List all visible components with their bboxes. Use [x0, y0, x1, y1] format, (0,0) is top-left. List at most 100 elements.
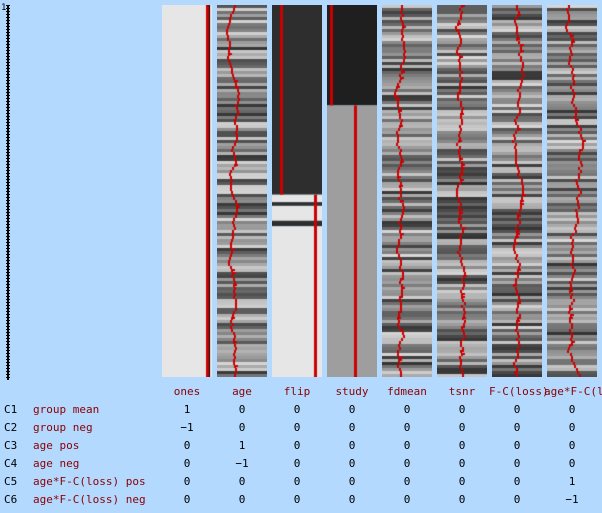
- contrast-weight: 0: [348, 403, 356, 416]
- axis-tick: [6, 185, 10, 186]
- axis-label: 1: [1, 3, 7, 13]
- axis-tick: [6, 20, 10, 21]
- contrast-weight: 0: [238, 475, 246, 488]
- axis-tick: [6, 368, 10, 369]
- axis-tick: [6, 299, 10, 300]
- axis-tick: [6, 161, 10, 162]
- axis-tick: [6, 236, 10, 237]
- contrast-weight: 0: [513, 439, 521, 452]
- contrast-weight: 0: [458, 457, 466, 470]
- axis-tick: [6, 71, 10, 72]
- axis-tick: [6, 197, 10, 198]
- axis-tick: [6, 128, 10, 129]
- contrast-weight: 0: [293, 439, 301, 452]
- axis-tick: [6, 116, 10, 117]
- axis-tick: [6, 221, 10, 222]
- design-column-image: [272, 5, 322, 377]
- axis-tick: [6, 104, 10, 105]
- axis-tick: [6, 86, 10, 87]
- axis-tick: [6, 65, 10, 66]
- design-column-age: [217, 5, 267, 377]
- axis-tick: [6, 122, 10, 123]
- contrast-weight: −1: [180, 421, 194, 434]
- contrast-label: group neg: [33, 421, 93, 434]
- contrast-weight: 0: [513, 493, 521, 506]
- axis-tick: [6, 152, 10, 153]
- axis-tick: [6, 110, 10, 111]
- contrast-weight: 0: [568, 403, 576, 416]
- axis-tick: [6, 188, 10, 189]
- axis-tick: [6, 17, 10, 18]
- axis-tick: [6, 209, 10, 210]
- axis-tick: [6, 323, 10, 324]
- axis-tick: [6, 32, 10, 33]
- axis-tick: [6, 38, 10, 39]
- axis-tick: [6, 56, 10, 57]
- axis-tick: [6, 167, 10, 168]
- contrast-label: age pos: [33, 439, 80, 452]
- axis-tick: [6, 338, 10, 339]
- design-column-fc_loss: [492, 5, 542, 377]
- axis-tick: [6, 80, 10, 81]
- axis-tick: [6, 11, 10, 12]
- axis-tick: [6, 89, 10, 90]
- contrast-weight: 0: [403, 439, 411, 452]
- axis-tick: [6, 83, 10, 84]
- axis-tick: [6, 314, 10, 315]
- axis-tick: [6, 29, 10, 30]
- contrast-weight: 0: [458, 439, 466, 452]
- contrast-weight: 0: [348, 457, 356, 470]
- axis-tick: [6, 164, 10, 165]
- axis-tick: [6, 290, 10, 291]
- axis-tick: [6, 365, 10, 366]
- axis-tick: [6, 329, 10, 330]
- axis-tick: [6, 227, 10, 228]
- contrast-id: C4: [4, 457, 18, 470]
- axis-tick: [6, 215, 10, 216]
- contrast-weight: 0: [403, 457, 411, 470]
- contrast-weight: 0: [403, 403, 411, 416]
- column-label-flip: flip: [283, 385, 311, 398]
- axis-tick: [6, 344, 10, 345]
- design-column-flip: [272, 5, 322, 377]
- axis-tick: [6, 320, 10, 321]
- contrast-id: C3: [4, 439, 18, 452]
- axis-tick: [6, 5, 10, 6]
- design-column-image: [162, 5, 212, 377]
- contrast-weight: 0: [238, 403, 246, 416]
- column-label-study: study: [335, 385, 369, 398]
- contrast-weight: 1: [183, 403, 191, 416]
- design-column-tsnr: [437, 5, 487, 377]
- column-label-tsnr: tsnr: [448, 385, 476, 398]
- axis-tick: [6, 146, 10, 147]
- row-axis: 1: [0, 3, 14, 380]
- column-label-age: age: [232, 385, 252, 398]
- contrast-weight: 0: [513, 457, 521, 470]
- axis-tick: [6, 200, 10, 201]
- axis-tick: [6, 275, 10, 276]
- axis-tick: [6, 53, 10, 54]
- column-label-fdmean: fdmean: [387, 385, 427, 398]
- contrast-weight: 0: [458, 493, 466, 506]
- design-column-image: [492, 5, 542, 377]
- axis-tick: [6, 35, 10, 36]
- axis-tick: [6, 158, 10, 159]
- contrast-weight: 0: [568, 439, 576, 452]
- axis-tick: [6, 44, 10, 45]
- axis-tick: [6, 98, 10, 99]
- axis-tick: [6, 125, 10, 126]
- axis-tick: [6, 350, 10, 351]
- contrast-weight: 0: [458, 403, 466, 416]
- axis-tick: [6, 23, 10, 24]
- design-column-ones: [162, 5, 212, 377]
- contrast-id: C1: [4, 403, 18, 416]
- axis-tick: [6, 179, 10, 180]
- axis-tick: [6, 212, 10, 213]
- contrast-weight: 0: [403, 421, 411, 434]
- contrast-weight: 0: [293, 403, 301, 416]
- axis-tick: [6, 305, 10, 306]
- axis-tick: [6, 134, 10, 135]
- contrast-weight: 1: [568, 475, 576, 488]
- axis-tick: [6, 347, 10, 348]
- axis-tick: [6, 362, 10, 363]
